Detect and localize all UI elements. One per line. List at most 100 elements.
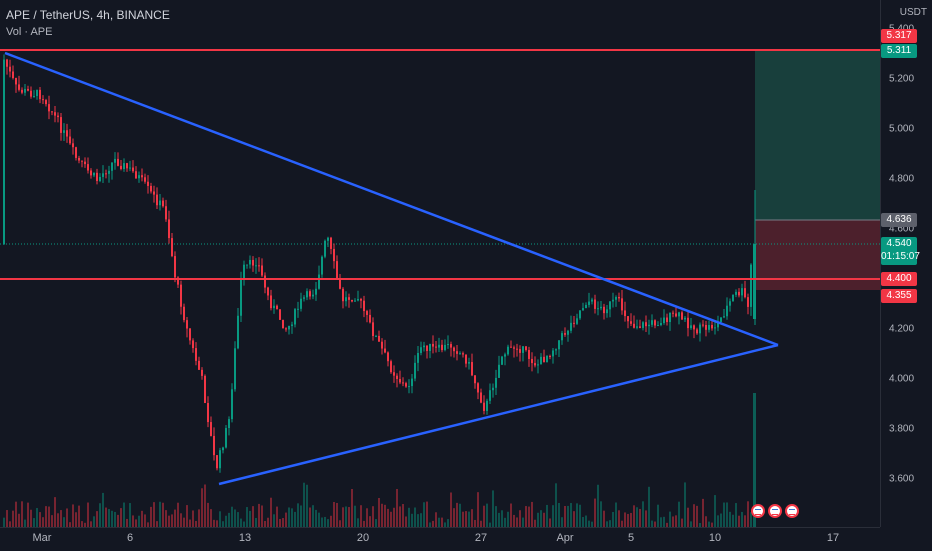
candle-body bbox=[723, 316, 725, 318]
candle-body bbox=[648, 324, 650, 327]
volume-bar bbox=[702, 498, 704, 527]
price-axis[interactable]: USDT 5.400 5.200 5.000 4.800 4.600 4.200… bbox=[880, 0, 932, 527]
volume-bar bbox=[582, 517, 584, 527]
volume-bar bbox=[681, 518, 683, 527]
candle-body bbox=[507, 346, 509, 355]
chart-pane[interactable]: APE / TetherUS, 4h, BINANCE Vol · APE bbox=[0, 0, 880, 527]
volume-bar bbox=[513, 514, 515, 527]
volume-bar bbox=[213, 519, 215, 527]
candle-body bbox=[183, 306, 185, 321]
volume-bar bbox=[402, 504, 404, 527]
candle-body bbox=[21, 89, 23, 93]
time-axis[interactable]: Mar 6 13 20 27 Apr 5 10 17 bbox=[0, 527, 880, 551]
candle-body bbox=[177, 277, 179, 285]
candle-body bbox=[342, 288, 344, 302]
candle-body bbox=[33, 95, 35, 97]
volume-legend[interactable]: Vol · APE bbox=[6, 26, 53, 38]
volume-bar bbox=[9, 521, 11, 527]
us-flag-icon[interactable] bbox=[751, 504, 765, 518]
profit-zone[interactable] bbox=[755, 50, 880, 220]
volume-bar bbox=[324, 516, 326, 527]
currency-label: USDT bbox=[899, 7, 927, 18]
volume-bar bbox=[249, 510, 251, 527]
candle-body bbox=[366, 311, 368, 315]
candle-body bbox=[30, 90, 32, 97]
candle-body bbox=[708, 325, 710, 330]
candle-body bbox=[636, 326, 638, 328]
candle-body bbox=[498, 364, 500, 378]
candle-body bbox=[105, 173, 107, 175]
candle-body bbox=[537, 364, 539, 366]
volume-bar bbox=[687, 507, 689, 527]
candle-body bbox=[9, 66, 11, 72]
volume-bar bbox=[252, 506, 254, 527]
candle-body bbox=[270, 295, 272, 309]
volume-bar bbox=[483, 505, 485, 527]
price-chart[interactable] bbox=[0, 0, 880, 527]
candle-body bbox=[453, 347, 455, 352]
candle-body bbox=[90, 170, 92, 176]
volume-bar bbox=[144, 514, 146, 527]
volume-bar bbox=[375, 519, 377, 527]
volume-bar bbox=[378, 497, 380, 527]
candle-body bbox=[69, 136, 71, 144]
price-tick: 4.000 bbox=[889, 373, 915, 385]
volume-bar bbox=[735, 503, 737, 527]
candle-body bbox=[45, 100, 47, 105]
volume-bar bbox=[147, 522, 149, 527]
volume-bar bbox=[423, 502, 425, 527]
volume-bar bbox=[345, 506, 347, 527]
candle-body bbox=[384, 348, 386, 353]
candle-body bbox=[318, 274, 320, 289]
candle-body bbox=[633, 323, 635, 328]
candle-body bbox=[123, 163, 125, 169]
volume-bar bbox=[387, 508, 389, 527]
volume-bar bbox=[390, 511, 392, 527]
volume-bar bbox=[459, 503, 461, 527]
candle-body bbox=[549, 355, 551, 357]
candle-body bbox=[666, 317, 668, 322]
volume-bar bbox=[153, 502, 155, 527]
entry-tag: 4.636 bbox=[881, 213, 917, 227]
candle-body bbox=[519, 349, 521, 353]
candle-body bbox=[528, 350, 530, 359]
volume-bar bbox=[522, 517, 524, 527]
symbol-legend[interactable]: APE / TetherUS, 4h, BINANCE bbox=[6, 8, 170, 22]
volume-bar bbox=[72, 504, 74, 527]
candle-body bbox=[627, 316, 629, 322]
descending-trendline[interactable] bbox=[4, 51, 779, 347]
candle-body bbox=[291, 324, 293, 326]
volume-bar bbox=[288, 507, 290, 527]
volume-bar bbox=[117, 514, 119, 527]
volume-bar bbox=[480, 520, 482, 527]
candle-body bbox=[48, 104, 50, 112]
price-tick: 5.000 bbox=[889, 123, 915, 135]
volume-bar bbox=[657, 504, 659, 527]
volume-bar bbox=[90, 521, 92, 527]
volume-bar bbox=[303, 482, 305, 527]
volume-bar bbox=[675, 515, 677, 527]
volume-bar bbox=[255, 517, 257, 527]
volume-bar bbox=[306, 484, 308, 527]
us-flag-icon[interactable] bbox=[785, 504, 799, 518]
volume-bar bbox=[504, 517, 506, 527]
ascending-trendline[interactable] bbox=[218, 343, 779, 486]
candle-body bbox=[501, 356, 503, 365]
volume-bar bbox=[450, 492, 452, 527]
candle-body bbox=[378, 335, 380, 342]
candle-body bbox=[552, 350, 554, 357]
candle-body bbox=[72, 143, 74, 148]
volume-bar bbox=[468, 511, 470, 527]
candle-body bbox=[696, 329, 698, 334]
volume-bar bbox=[438, 517, 440, 527]
volume-bar bbox=[405, 516, 407, 527]
volume-bar bbox=[36, 508, 38, 527]
candle-body bbox=[741, 288, 743, 296]
candle-body bbox=[309, 291, 311, 297]
volume-bar bbox=[210, 509, 212, 527]
volume-bar bbox=[66, 508, 68, 527]
candle-body bbox=[603, 306, 605, 314]
volume-bar bbox=[645, 510, 647, 527]
volume-bar bbox=[591, 521, 593, 527]
us-flag-icon[interactable] bbox=[768, 504, 782, 518]
